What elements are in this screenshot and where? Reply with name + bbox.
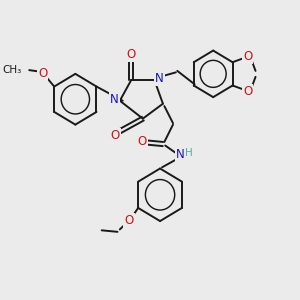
Text: N: N (110, 93, 119, 106)
Text: O: O (38, 67, 47, 80)
Text: O: O (137, 135, 147, 148)
Text: H: H (185, 148, 193, 158)
Text: CH₃: CH₃ (2, 64, 22, 74)
Text: N: N (176, 148, 184, 161)
Text: O: O (243, 85, 252, 98)
Text: O: O (110, 129, 120, 142)
Text: O: O (243, 50, 252, 63)
Text: O: O (127, 48, 136, 61)
Text: N: N (155, 72, 164, 85)
Text: O: O (124, 214, 134, 227)
